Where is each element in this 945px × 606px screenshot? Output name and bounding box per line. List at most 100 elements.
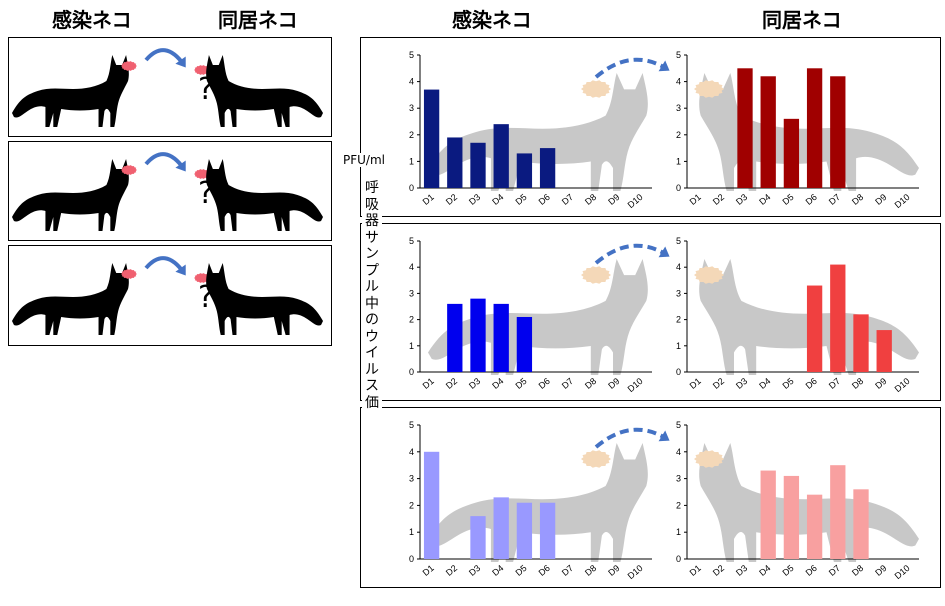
bar-D2: [447, 137, 463, 188]
virus-blob-cohoused-3: [694, 450, 724, 468]
infected-cat-3: [12, 263, 129, 335]
virus-target-1: [194, 65, 210, 75]
y-tick-label: 5: [409, 50, 414, 60]
bar-D8: [853, 314, 869, 372]
virus-blob-infected-2: [581, 266, 611, 284]
virus-blob-cohoused-1: [694, 80, 724, 98]
dashed-arrow-row-2-head: [658, 246, 670, 258]
x-tick-label: D6: [804, 376, 819, 391]
bar-D5: [516, 502, 533, 559]
x-tick-label: D6: [804, 563, 819, 578]
x-tick-label: D10: [626, 376, 645, 394]
x-tick-label: D1: [421, 376, 436, 391]
dashed-arrow-row-3-curve: [594, 427, 669, 449]
bar-D7: [830, 76, 846, 188]
x-tick-label: D5: [780, 563, 795, 578]
x-tick-label: D1: [688, 376, 703, 391]
x-tick-label: D10: [626, 192, 645, 210]
x-tick-label: D8: [850, 192, 865, 207]
bar-D7: [830, 465, 846, 559]
x-tick-label: D5: [513, 563, 528, 578]
chart-cohoused-row-2: 0 1 2 3 4 5 D1 D2 D3 D4 D5 D6 D7 D8 D9 D10: [676, 236, 919, 394]
x-tick-label: D7: [560, 563, 575, 578]
x-tick-label: D6: [537, 563, 552, 578]
question-mark-1: ?: [198, 72, 214, 107]
y-tick-label: 5: [676, 50, 681, 60]
virus-blob-infected-3-shape: [581, 450, 611, 468]
bar-D4: [760, 470, 776, 559]
bar-D1: [423, 89, 440, 188]
y-tick-label: 1: [409, 527, 414, 537]
y-tick-label: 0: [409, 367, 414, 377]
infected-cat-1: [12, 55, 129, 127]
y-tick-label: 2: [676, 500, 681, 510]
y-tick-label: 1: [676, 156, 681, 166]
virus-blob-infected-2-shape: [581, 266, 611, 284]
y-tick-label: 0: [676, 554, 681, 564]
x-tick-label: D5: [780, 376, 795, 391]
x-tick-label: D10: [893, 376, 912, 394]
cohoused-cat-3-shape: [206, 263, 323, 335]
x-tick-label: D4: [757, 563, 772, 578]
virus-blob-infected-3: [581, 450, 611, 468]
x-tick-label: D2: [444, 563, 459, 578]
x-tick-label: D7: [827, 563, 842, 578]
x-tick-label: D7: [560, 376, 575, 391]
infected-cat-2: [12, 159, 129, 231]
virus-target-2: [194, 169, 210, 179]
bar-D4: [493, 124, 509, 188]
chart-infected-row-1: 0 1 2 3 4 5 D1 D2 D3 D4 D5 D6 D7 D8 D9 D10: [409, 50, 652, 210]
x-tick-label: D7: [827, 376, 842, 391]
x-tick-label: D3: [734, 192, 749, 207]
x-tick-label: D5: [513, 376, 528, 391]
bar-D5: [783, 118, 800, 188]
bar-D5: [516, 153, 533, 188]
y-tick-label: 0: [676, 367, 681, 377]
bar-D9: [876, 330, 892, 372]
y-tick-label: 4: [409, 447, 414, 457]
bar-D6: [806, 494, 823, 559]
x-tick-label: D3: [734, 376, 749, 391]
x-tick-label: D10: [893, 563, 912, 581]
y-tick-label: 1: [409, 341, 414, 351]
y-tick-label: 3: [409, 103, 414, 113]
chart-cohoused-row-3: 0 1 2 3 4 5 D1 D2 D3 D4 D5 D6 D7 D8 D9 D10: [676, 420, 919, 581]
y-tick-label: 4: [409, 77, 414, 87]
virus-blob-cohoused-3-shape: [694, 450, 724, 468]
y-tick-label: 2: [676, 315, 681, 325]
y-tick-label: 5: [676, 236, 681, 246]
x-tick-label: D4: [757, 376, 772, 391]
x-tick-label: D2: [711, 376, 726, 391]
virus-blob-cohoused-2-shape: [694, 266, 724, 284]
y-tick-label: 2: [409, 500, 414, 510]
transmission-arrow-1-head: [175, 56, 186, 68]
bar-D4: [493, 497, 509, 559]
dashed-arrow-row-1: [594, 57, 670, 79]
bar-D6: [539, 148, 556, 188]
x-tick-label: D3: [467, 376, 482, 391]
bar-D7: [830, 264, 846, 372]
x-tick-label: D4: [490, 192, 505, 207]
ghost-cat-infected-3: [428, 443, 648, 562]
x-tick-label: D10: [626, 563, 645, 581]
virus-target-1-shape: [194, 65, 210, 75]
virus-source-2-shape: [121, 165, 137, 175]
x-tick-label: D9: [873, 192, 888, 207]
y-tick-label: 2: [676, 130, 681, 140]
y-tick-label: 2: [409, 130, 414, 140]
bar-D2: [447, 303, 463, 372]
ghost-cat-infected-2-shape: [428, 259, 648, 375]
infected-cat-3-shape: [12, 263, 129, 335]
x-tick-label: D9: [606, 563, 621, 578]
y-tick-label: 3: [409, 474, 414, 484]
x-tick-label: D2: [444, 192, 459, 207]
x-tick-label: D3: [734, 563, 749, 578]
bar-D3: [470, 142, 486, 188]
y-tick-label: 3: [676, 288, 681, 298]
virus-target-2-shape: [194, 169, 210, 179]
x-tick-label: D7: [827, 192, 842, 207]
ghost-cat-infected-3-shape: [428, 443, 648, 562]
x-tick-label: D4: [490, 376, 505, 391]
cohoused-cat-2-shape: [206, 159, 323, 231]
